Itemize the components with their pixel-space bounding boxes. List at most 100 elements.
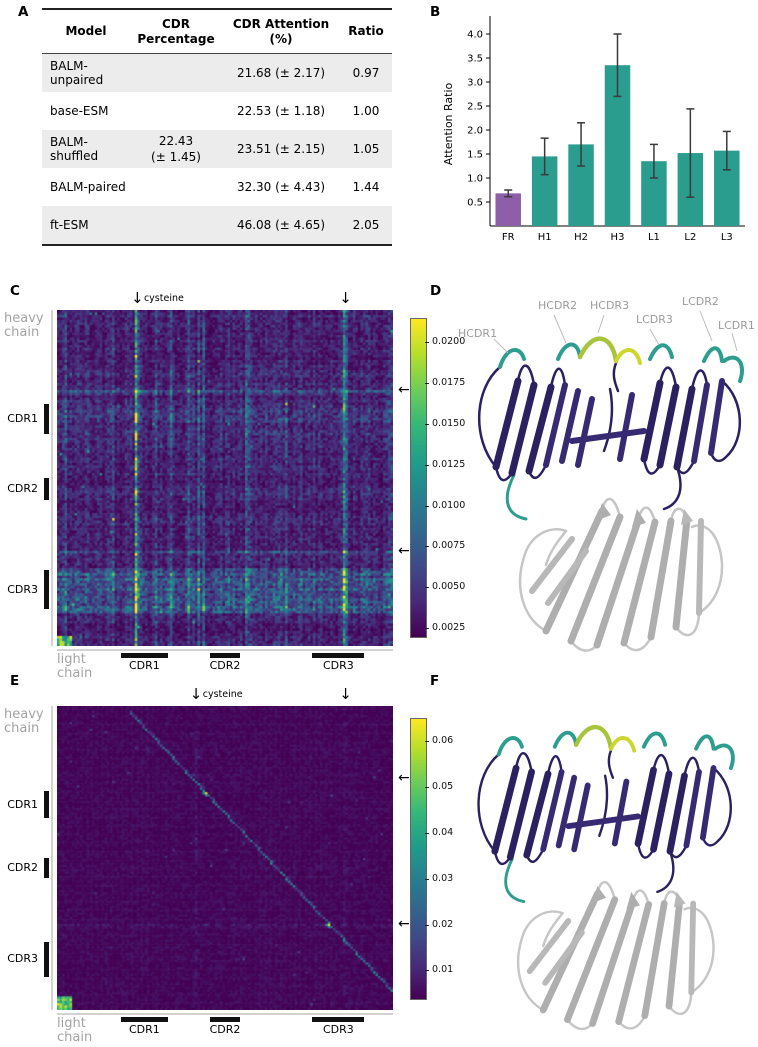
- colorbar-tick-label: 0.0050: [432, 581, 466, 593]
- x-tick-label: L2: [684, 232, 696, 243]
- heavy-cdr-band: [44, 478, 49, 500]
- hcdr3-label: HCDR3: [590, 299, 629, 312]
- light-cdr-label: CDR3: [322, 659, 354, 672]
- cysteine-arrow-down-icon: ↓: [130, 289, 144, 307]
- colorbar-tick: [425, 546, 429, 548]
- cdr-attention-value: 21.68 (± 2.17): [236, 65, 326, 80]
- colorbar-tick-label: 0.02: [432, 918, 454, 930]
- light-chain-label: light chain: [57, 1016, 93, 1045]
- cysteine-annotation: cysteine: [143, 293, 184, 304]
- y-tick-label: 1.5: [467, 150, 483, 161]
- colorbar-tick-label: 0.06: [432, 734, 454, 746]
- light-cdr-label: CDR1: [128, 1023, 160, 1036]
- panel-a-label: A: [18, 4, 29, 20]
- colorbar-tick-label: 0.0075: [432, 540, 466, 552]
- panel-c-label: C: [10, 283, 20, 299]
- lcdr3-leader-line: [649, 328, 660, 346]
- panel-a: A Model CDR Percentage CDR Attention (%)…: [0, 0, 420, 278]
- ratio-value: 2.05: [352, 217, 380, 232]
- heavy-cdr-label: CDR1: [7, 412, 38, 426]
- colorbar-tick-label: 0.01: [432, 964, 454, 976]
- row-marker-arrow-icon: ←: [398, 542, 410, 559]
- row-marker-arrow-icon: ←: [398, 915, 410, 932]
- antibody-structure-d: HCDR1 HCDR2 HCDR3 LCDR3 LCDR2 LCDR1: [458, 295, 755, 661]
- colorbar-c: [410, 318, 427, 638]
- colorbar-tick-label: 0.04: [432, 826, 454, 838]
- antibody-structure-f: [454, 679, 758, 1039]
- colorbar-tick: [425, 505, 429, 507]
- model-table: Model CDR Percentage CDR Attention (%) R…: [42, 8, 392, 246]
- colorbar-tick: [425, 786, 429, 788]
- heavy-cdr-band: [44, 941, 49, 977]
- y-tick-label: 3.0: [467, 78, 483, 89]
- colorbar-e: [410, 718, 427, 1000]
- x-tick-label: L1: [648, 232, 660, 243]
- lcdr1-leader-line: [731, 332, 738, 352]
- self-attention-heatmap: [57, 706, 393, 1010]
- model-name: BALM-shuffled: [50, 134, 99, 163]
- panel-d: D HCDR1 HCDR2 HCDR3 LCDR3 LCDR2 LCDR1: [420, 283, 758, 671]
- table-row: BALM-unpaired 21.68 (± 2.17) 0.97: [42, 54, 392, 92]
- cross-attention-heatmap: [57, 310, 393, 646]
- cysteine-arrow-down-icon: ↓: [189, 685, 203, 703]
- x-tick-label: H1: [538, 232, 552, 243]
- ratio-value: 1.44: [352, 179, 380, 194]
- x-tick-label: FR: [502, 232, 515, 243]
- y-axis-label: Attention Ratio: [442, 82, 455, 165]
- y-tick-label: 1.0: [467, 174, 483, 185]
- heavy-cdr-label: CDR3: [7, 582, 38, 596]
- cdr-attention-value: 46.08 (± 4.65): [236, 217, 326, 232]
- heavy-cdr-label: CDR2: [7, 860, 38, 874]
- colorbar-tick-label: 0.0025: [432, 621, 466, 633]
- lcdr2-label: LCDR2: [682, 295, 719, 308]
- heavy-cdr-label: CDR1: [7, 797, 38, 811]
- colorbar-tick: [425, 424, 429, 425]
- light-cdr-band: [312, 653, 365, 658]
- panel-f: F: [420, 673, 758, 1047]
- light-cdr-label: CDR3: [322, 1023, 354, 1036]
- panel-d-label: D: [430, 283, 442, 299]
- x-tick-label: H3: [611, 232, 625, 243]
- heavy-cdr-label: CDR3: [7, 952, 38, 966]
- cdr-percentage-value: 22.43: [158, 133, 194, 148]
- colorbar-tick-label: 0.03: [432, 872, 454, 884]
- x-tick-label: H2: [574, 232, 588, 243]
- heavy-chain-label: heavy chain: [4, 707, 44, 736]
- colorbar-tick: [425, 832, 429, 834]
- row-marker-arrow-icon: ←: [398, 769, 410, 786]
- colorbar-tick: [425, 627, 429, 629]
- cdr-attention-value: 32.30 (± 4.43): [236, 179, 326, 194]
- colorbar-tick-label: 0.0200: [432, 336, 466, 348]
- ratio-value: 1.05: [352, 141, 380, 156]
- colorbar-tick: [425, 970, 429, 972]
- colorbar-tick: [425, 740, 429, 742]
- colorbar-tick-label: 0.0175: [432, 377, 466, 389]
- colorbar-tick-label: 0.0125: [432, 458, 466, 470]
- colorbar-tick: [425, 464, 429, 466]
- y-tick-label: 2.0: [467, 126, 483, 137]
- x-tick-label: L3: [721, 232, 733, 243]
- ratio-value: 0.97: [352, 65, 380, 80]
- colorbar-tick: [425, 924, 429, 926]
- header-model: Model: [65, 24, 107, 38]
- lcdr2-leader-line: [699, 310, 713, 342]
- heavy-cdr-band: [44, 404, 49, 435]
- cdr-percentage-sd: (± 1.45): [151, 150, 201, 164]
- header-cdr-percentage: CDR Percentage: [137, 16, 215, 46]
- cysteine-arrow-down-icon: ↓: [339, 685, 352, 703]
- light-cdr-label: CDR2: [209, 659, 241, 672]
- cdr-attention-value: 23.51 (± 2.15): [236, 141, 326, 156]
- panel-b-label: B: [430, 4, 441, 20]
- x-axis-line: [57, 1013, 393, 1015]
- table-row: base-ESM 22.53 (± 1.18) 1.00: [42, 92, 392, 130]
- cysteine-annotation: cysteine: [202, 689, 243, 700]
- table-row: BALM-shuffled 23.51 (± 2.15) 1.05: [42, 130, 392, 168]
- ratio-value: 1.00: [352, 103, 380, 118]
- cysteine-arrow-down-icon: ↓: [339, 289, 352, 307]
- heavy-cdr-band: [44, 858, 49, 878]
- colorbar-tick-label: 0.0100: [432, 499, 466, 511]
- panel-f-label: F: [430, 673, 440, 689]
- table-header-row: Model CDR Percentage CDR Attention (%) R…: [42, 10, 392, 54]
- y-tick-label: 2.5: [467, 102, 483, 113]
